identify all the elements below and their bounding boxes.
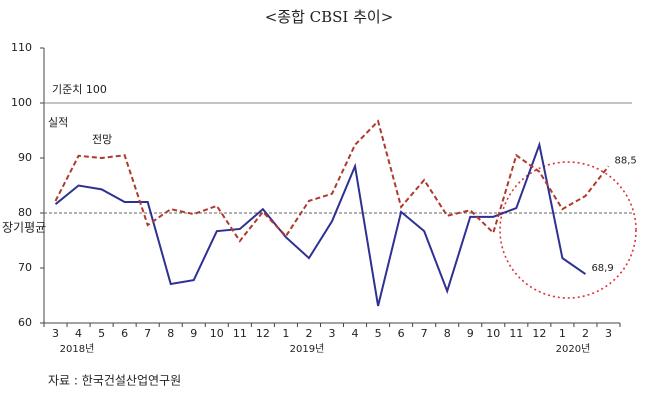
x-tick-label: 12: [532, 327, 546, 340]
x-tick-label: 7: [144, 327, 151, 340]
x-tick-label: 3: [329, 327, 336, 340]
x-tick-label: 8: [167, 327, 174, 340]
x-tick-label: 11: [509, 327, 523, 340]
x-tick-label: 5: [375, 327, 382, 340]
chart-title: <종합 CBSI 추이>: [265, 8, 394, 26]
year-label: 2019년: [290, 343, 325, 355]
x-tick-label: 9: [467, 327, 474, 340]
y-tick-label: 90: [18, 151, 32, 164]
x-tick-label: 12: [256, 327, 270, 340]
y-tick-label: 80: [18, 206, 32, 219]
x-tick-label: 3: [52, 327, 59, 340]
x-tick-label: 10: [486, 327, 500, 340]
year-label: 2018년: [60, 343, 95, 355]
reference-label: 장기평균: [2, 221, 46, 235]
highlight-circle: [499, 161, 637, 299]
x-tick-label: 10: [210, 327, 224, 340]
x-tick-label: 2: [305, 327, 312, 340]
y-tick-label: 110: [11, 41, 32, 54]
reference-label: 기준치 100: [52, 83, 107, 96]
series-line: [54, 119, 610, 243]
x-tick-label: 11: [233, 327, 247, 340]
x-tick-label: 6: [121, 327, 128, 340]
x-tick-label: 1: [559, 327, 566, 340]
y-tick-label: 70: [18, 261, 32, 274]
x-tick-label: 6: [398, 327, 405, 340]
x-tick-label: 2: [582, 327, 589, 340]
x-tick-label: 4: [75, 327, 82, 340]
source: 자료 : 한국건설산업연구원: [48, 374, 181, 388]
x-tick-label: 4: [352, 327, 359, 340]
value-label: 88,5: [614, 155, 636, 166]
x-tick-label: 7: [421, 327, 428, 340]
y-tick-label: 60: [18, 316, 32, 329]
year-label: 2020년: [556, 343, 591, 355]
x-tick-label: 8: [444, 327, 451, 340]
x-tick-label: 5: [98, 327, 105, 340]
x-tick-label: 3: [605, 327, 612, 340]
series-annotation: 실적: [48, 116, 68, 129]
series-line: [54, 141, 587, 307]
x-tick-label: 1: [282, 327, 289, 340]
series-annotation: 전망: [92, 133, 112, 146]
x-tick-label: 9: [190, 327, 197, 340]
y-tick-label: 100: [11, 96, 32, 109]
value-label: 68,9: [591, 263, 613, 274]
